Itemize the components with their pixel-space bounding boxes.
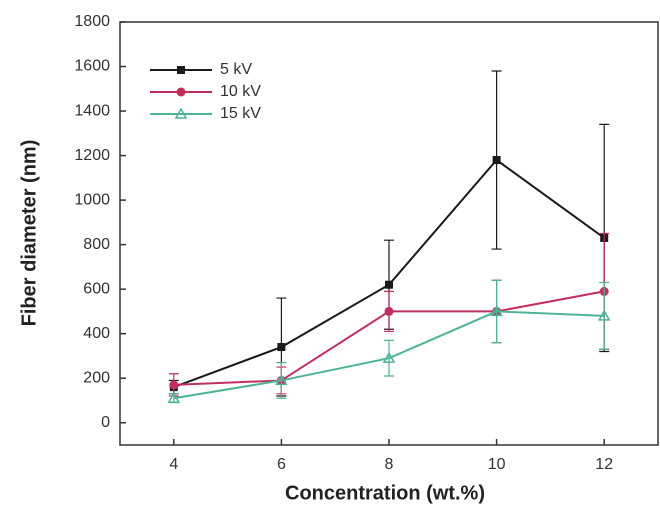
marker <box>167 391 181 403</box>
marker <box>169 380 179 390</box>
marker <box>597 309 611 321</box>
x-axis-label: Concentration (wt.%) <box>285 482 485 504</box>
x-tick-label: 6 <box>277 456 286 473</box>
y-tick-label: 1600 <box>74 58 110 75</box>
legend-marker <box>174 107 188 119</box>
marker <box>492 156 501 165</box>
y-tick-label: 200 <box>83 369 110 386</box>
x-tick-label: 4 <box>169 456 178 473</box>
y-tick-label: 1000 <box>74 191 110 208</box>
marker <box>382 351 396 363</box>
marker <box>490 304 503 317</box>
legend-label: 15 kV <box>220 105 261 122</box>
legend-label: 10 kV <box>220 83 261 100</box>
y-tick-label: 600 <box>83 280 110 297</box>
y-tick-label: 1400 <box>74 102 110 119</box>
y-tick-label: 0 <box>101 414 110 431</box>
y-tick-label: 400 <box>83 325 110 342</box>
y-tick-label: 1200 <box>74 147 110 164</box>
marker <box>385 280 393 289</box>
x-tick-label: 8 <box>385 456 394 473</box>
marker <box>384 306 394 316</box>
y-axis-label: Fiber diameter (nm) <box>18 140 40 327</box>
legend-marker <box>176 87 186 97</box>
x-tick-label: 10 <box>488 456 506 473</box>
series-line <box>173 310 605 400</box>
marker <box>275 373 288 386</box>
y-tick-label: 800 <box>83 236 110 253</box>
marker <box>277 343 286 352</box>
legend-marker <box>177 66 185 74</box>
legend-label: 5 kV <box>220 61 252 78</box>
y-tick-label: 1800 <box>74 13 110 30</box>
x-tick-label: 12 <box>595 456 613 473</box>
plot-frame <box>119 21 659 446</box>
